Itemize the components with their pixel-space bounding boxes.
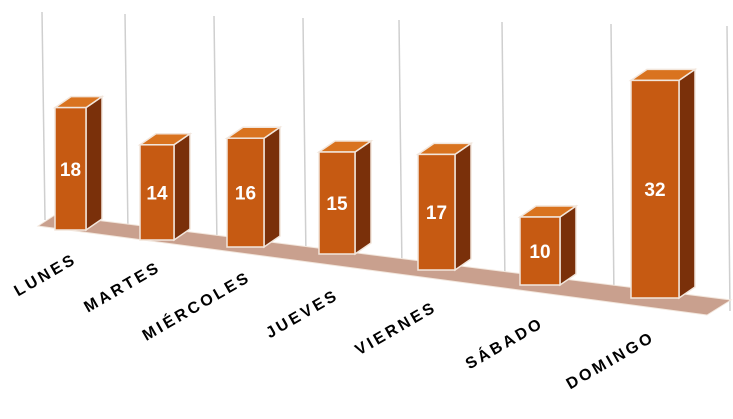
floor-plane xyxy=(36,214,733,316)
bar-side-face xyxy=(454,141,472,272)
gridlines xyxy=(41,11,731,312)
chart-floor xyxy=(36,214,733,316)
bar-side-face xyxy=(354,139,372,256)
category-label: MIÉRCOLES xyxy=(139,267,254,345)
bar-side-face xyxy=(85,95,103,232)
category-label: SÁBADO xyxy=(462,313,547,373)
category-label: JUEVES xyxy=(263,287,342,342)
bar: 10 xyxy=(517,204,579,287)
bar-front-face xyxy=(519,216,561,286)
bar: 15 xyxy=(316,139,374,256)
data-label: 32 xyxy=(644,180,665,201)
category-label: VIERNES xyxy=(352,299,440,359)
gridline xyxy=(398,19,403,273)
bar-front-face xyxy=(417,153,456,271)
bar-front-face xyxy=(139,144,175,241)
category-label: LUNES xyxy=(12,251,80,300)
bar: 16 xyxy=(224,125,283,249)
gridline xyxy=(610,23,615,299)
gridline xyxy=(124,13,129,234)
bar-front-face xyxy=(630,79,680,299)
category-label: MARTES xyxy=(81,259,164,317)
data-label: 18 xyxy=(60,160,81,181)
bar: 17 xyxy=(415,141,474,272)
bar: 18 xyxy=(52,95,105,232)
gridline xyxy=(501,21,506,286)
data-label: 17 xyxy=(426,203,447,224)
bar-side-face xyxy=(678,67,696,300)
bar-side-face xyxy=(263,125,281,249)
bar: 14 xyxy=(137,132,193,242)
gridline xyxy=(213,15,218,247)
bar-front-face xyxy=(318,151,356,255)
data-label: 10 xyxy=(529,242,550,263)
data-label: 16 xyxy=(235,184,256,205)
bar-side-face xyxy=(173,132,191,242)
bar-front-face xyxy=(226,137,265,248)
gridline xyxy=(302,17,307,260)
bar-front-face xyxy=(54,106,87,231)
data-label: 15 xyxy=(326,194,348,215)
gridline xyxy=(726,25,731,312)
category-label: DOMINGO xyxy=(564,329,658,393)
bar-side-face xyxy=(559,204,577,287)
bar: 32 xyxy=(628,67,698,300)
data-label: 14 xyxy=(146,183,168,204)
gridline xyxy=(41,11,46,221)
bars: 18 14 16 15 17 10 32 xyxy=(52,67,698,300)
